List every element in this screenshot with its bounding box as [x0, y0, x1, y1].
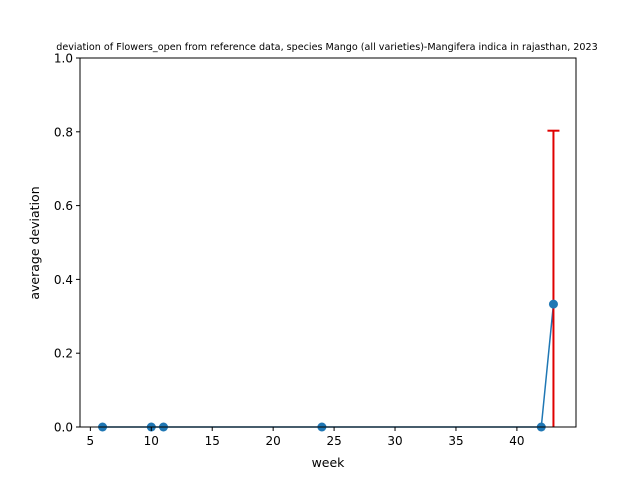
x-tick-label: 35	[448, 434, 463, 448]
y-tick-label: 0.6	[54, 199, 73, 213]
x-axis: 5 10 15 20 25 30 35 40	[87, 427, 525, 448]
y-tick-label: 0.2	[54, 347, 73, 361]
y-tick-label: 1.0	[54, 52, 73, 66]
x-axis-label: week	[312, 455, 346, 470]
x-tick-label: 25	[326, 434, 341, 448]
y-tick-label: 0.8	[54, 125, 73, 139]
x-tick-label: 10	[144, 434, 159, 448]
x-tick-label: 20	[266, 434, 281, 448]
y-tick-label: 0.4	[54, 273, 73, 287]
chart-title: deviation of Flowers_open from reference…	[56, 42, 597, 53]
y-axis-label: average deviation	[27, 186, 42, 299]
data-point	[548, 299, 558, 309]
x-tick-label: 15	[205, 434, 220, 448]
y-tick-label: 0.0	[54, 421, 73, 435]
y-axis: 0.0 0.2 0.4 0.6 0.8 1.0	[54, 52, 80, 435]
x-tick-label: 5	[87, 434, 95, 448]
x-tick-label: 30	[387, 434, 402, 448]
x-tick-label: 40	[509, 434, 524, 448]
axes-frame	[79, 57, 577, 428]
